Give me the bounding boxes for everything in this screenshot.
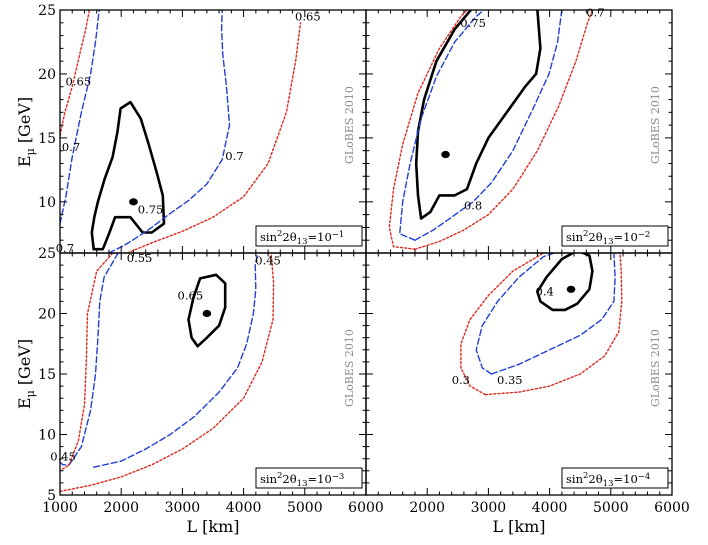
contour-solid-1 [90, 100, 166, 251]
optimum-point [129, 198, 138, 206]
x-tick-label: 5000 [593, 500, 629, 516]
y-axis-title: Eμ [GeV] [15, 339, 37, 409]
axes: 1000 2000 3000 4000 5000 6000 2000 3000 4000 5000… [15, 3, 690, 536]
y-tick-label: 15 [38, 367, 56, 383]
x-tick-label: 6000 [348, 500, 384, 516]
x-tick-label: 3000 [471, 500, 507, 516]
contour-solid-1 [414, 10, 542, 220]
contour-dashed-3 [93, 253, 259, 468]
contour-label: 0.75 [460, 16, 486, 30]
x-tick-label: 5000 [287, 500, 323, 516]
theta-label-box [255, 225, 363, 247]
optimum-point [441, 150, 450, 159]
y-tick-label: 25 [38, 246, 56, 262]
theta-label-box [255, 467, 363, 489]
theta-label-box [561, 225, 669, 247]
x-tick-label: 4000 [532, 500, 568, 516]
contour-label: 0.3 [452, 373, 470, 387]
contour-label: 0.4 [536, 285, 554, 299]
contour-solid-1 [536, 253, 594, 312]
contour-label: 0.7 [225, 149, 243, 163]
y-axis-title: Eμ [GeV] [15, 97, 37, 167]
x-tick-label: 2000 [103, 500, 139, 516]
contour-label: 0.65 [295, 9, 321, 23]
contour-dashed-3 [108, 10, 231, 253]
optimum-point [202, 309, 212, 318]
contour-dashed-2 [60, 253, 119, 466]
optimum-point [566, 285, 576, 293]
contour-label: 0.45 [50, 449, 76, 463]
y-tick-label: 20 [38, 307, 56, 323]
y-tick-label: 10 [38, 195, 56, 211]
contour-dotted-4 [388, 10, 468, 250]
contour-label: 0.7 [586, 6, 604, 20]
y-tick-label: 5 [47, 488, 56, 504]
panel-4: 0.4 0.3 0.35 GLoBES 2010 sin22θ13=10−4 [452, 253, 669, 489]
x-tick-label: 2000 [409, 500, 445, 516]
contour-solid-1 [187, 273, 227, 348]
theta-label: sin22θ13=10−4 [566, 471, 650, 489]
contour-dotted-4 [60, 10, 91, 136]
globes-watermark: GLoBES 2010 [649, 329, 662, 407]
theta-label: sin22θ13=10−3 [260, 471, 344, 489]
y-tick-label: 10 [38, 428, 56, 444]
contour-label: 0.65 [66, 75, 92, 89]
contour-dotted-4 [60, 253, 114, 472]
theta-label: sin22θ13=10−1 [260, 229, 344, 247]
globes-watermark: GLoBES 2010 [343, 86, 356, 164]
contour-dotted-5 [484, 253, 623, 396]
contour-dashed-2 [60, 10, 100, 225]
contour-dotted-5 [60, 253, 275, 493]
globes-watermark: GLoBES 2010 [343, 329, 356, 407]
x-tick-label: 4000 [226, 500, 262, 516]
contour-label: 0.35 [497, 373, 523, 387]
contour-label: 0.7 [62, 140, 80, 154]
y-tick-label: 20 [38, 67, 56, 83]
contour-label: 0.75 [138, 203, 164, 217]
panel-2: 0.75 0.8 0.7 GLoBES 2010 sin22θ13=10−2 [388, 6, 669, 250]
contour-dotted-4 [460, 253, 600, 396]
contour-dashed-3 [490, 253, 616, 375]
contour-dashed-2 [475, 253, 604, 375]
contour-label: 0.45 [255, 253, 281, 267]
contour-dotted-5 [414, 10, 594, 250]
theta-label: sin22θ13=10−2 [566, 229, 650, 247]
x-axis-title: L [km] [492, 517, 545, 536]
y-tick-label: 15 [38, 131, 56, 147]
theta-label-box [561, 467, 669, 489]
globes-watermark: GLoBES 2010 [649, 86, 662, 164]
contour-label: 0.65 [178, 288, 204, 302]
x-tick-label: 1000 [42, 500, 78, 516]
x-axis-title: L [km] [186, 517, 239, 536]
x-tick-label: 3000 [165, 500, 201, 516]
x-tick-label: 6000 [654, 500, 690, 516]
contour-label: 0.8 [464, 199, 482, 213]
contour-dashed-2 [399, 10, 485, 241]
y-tick-label: 25 [38, 3, 56, 19]
contour-dashed-3 [414, 10, 563, 241]
contour-dotted-5 [126, 22, 302, 253]
